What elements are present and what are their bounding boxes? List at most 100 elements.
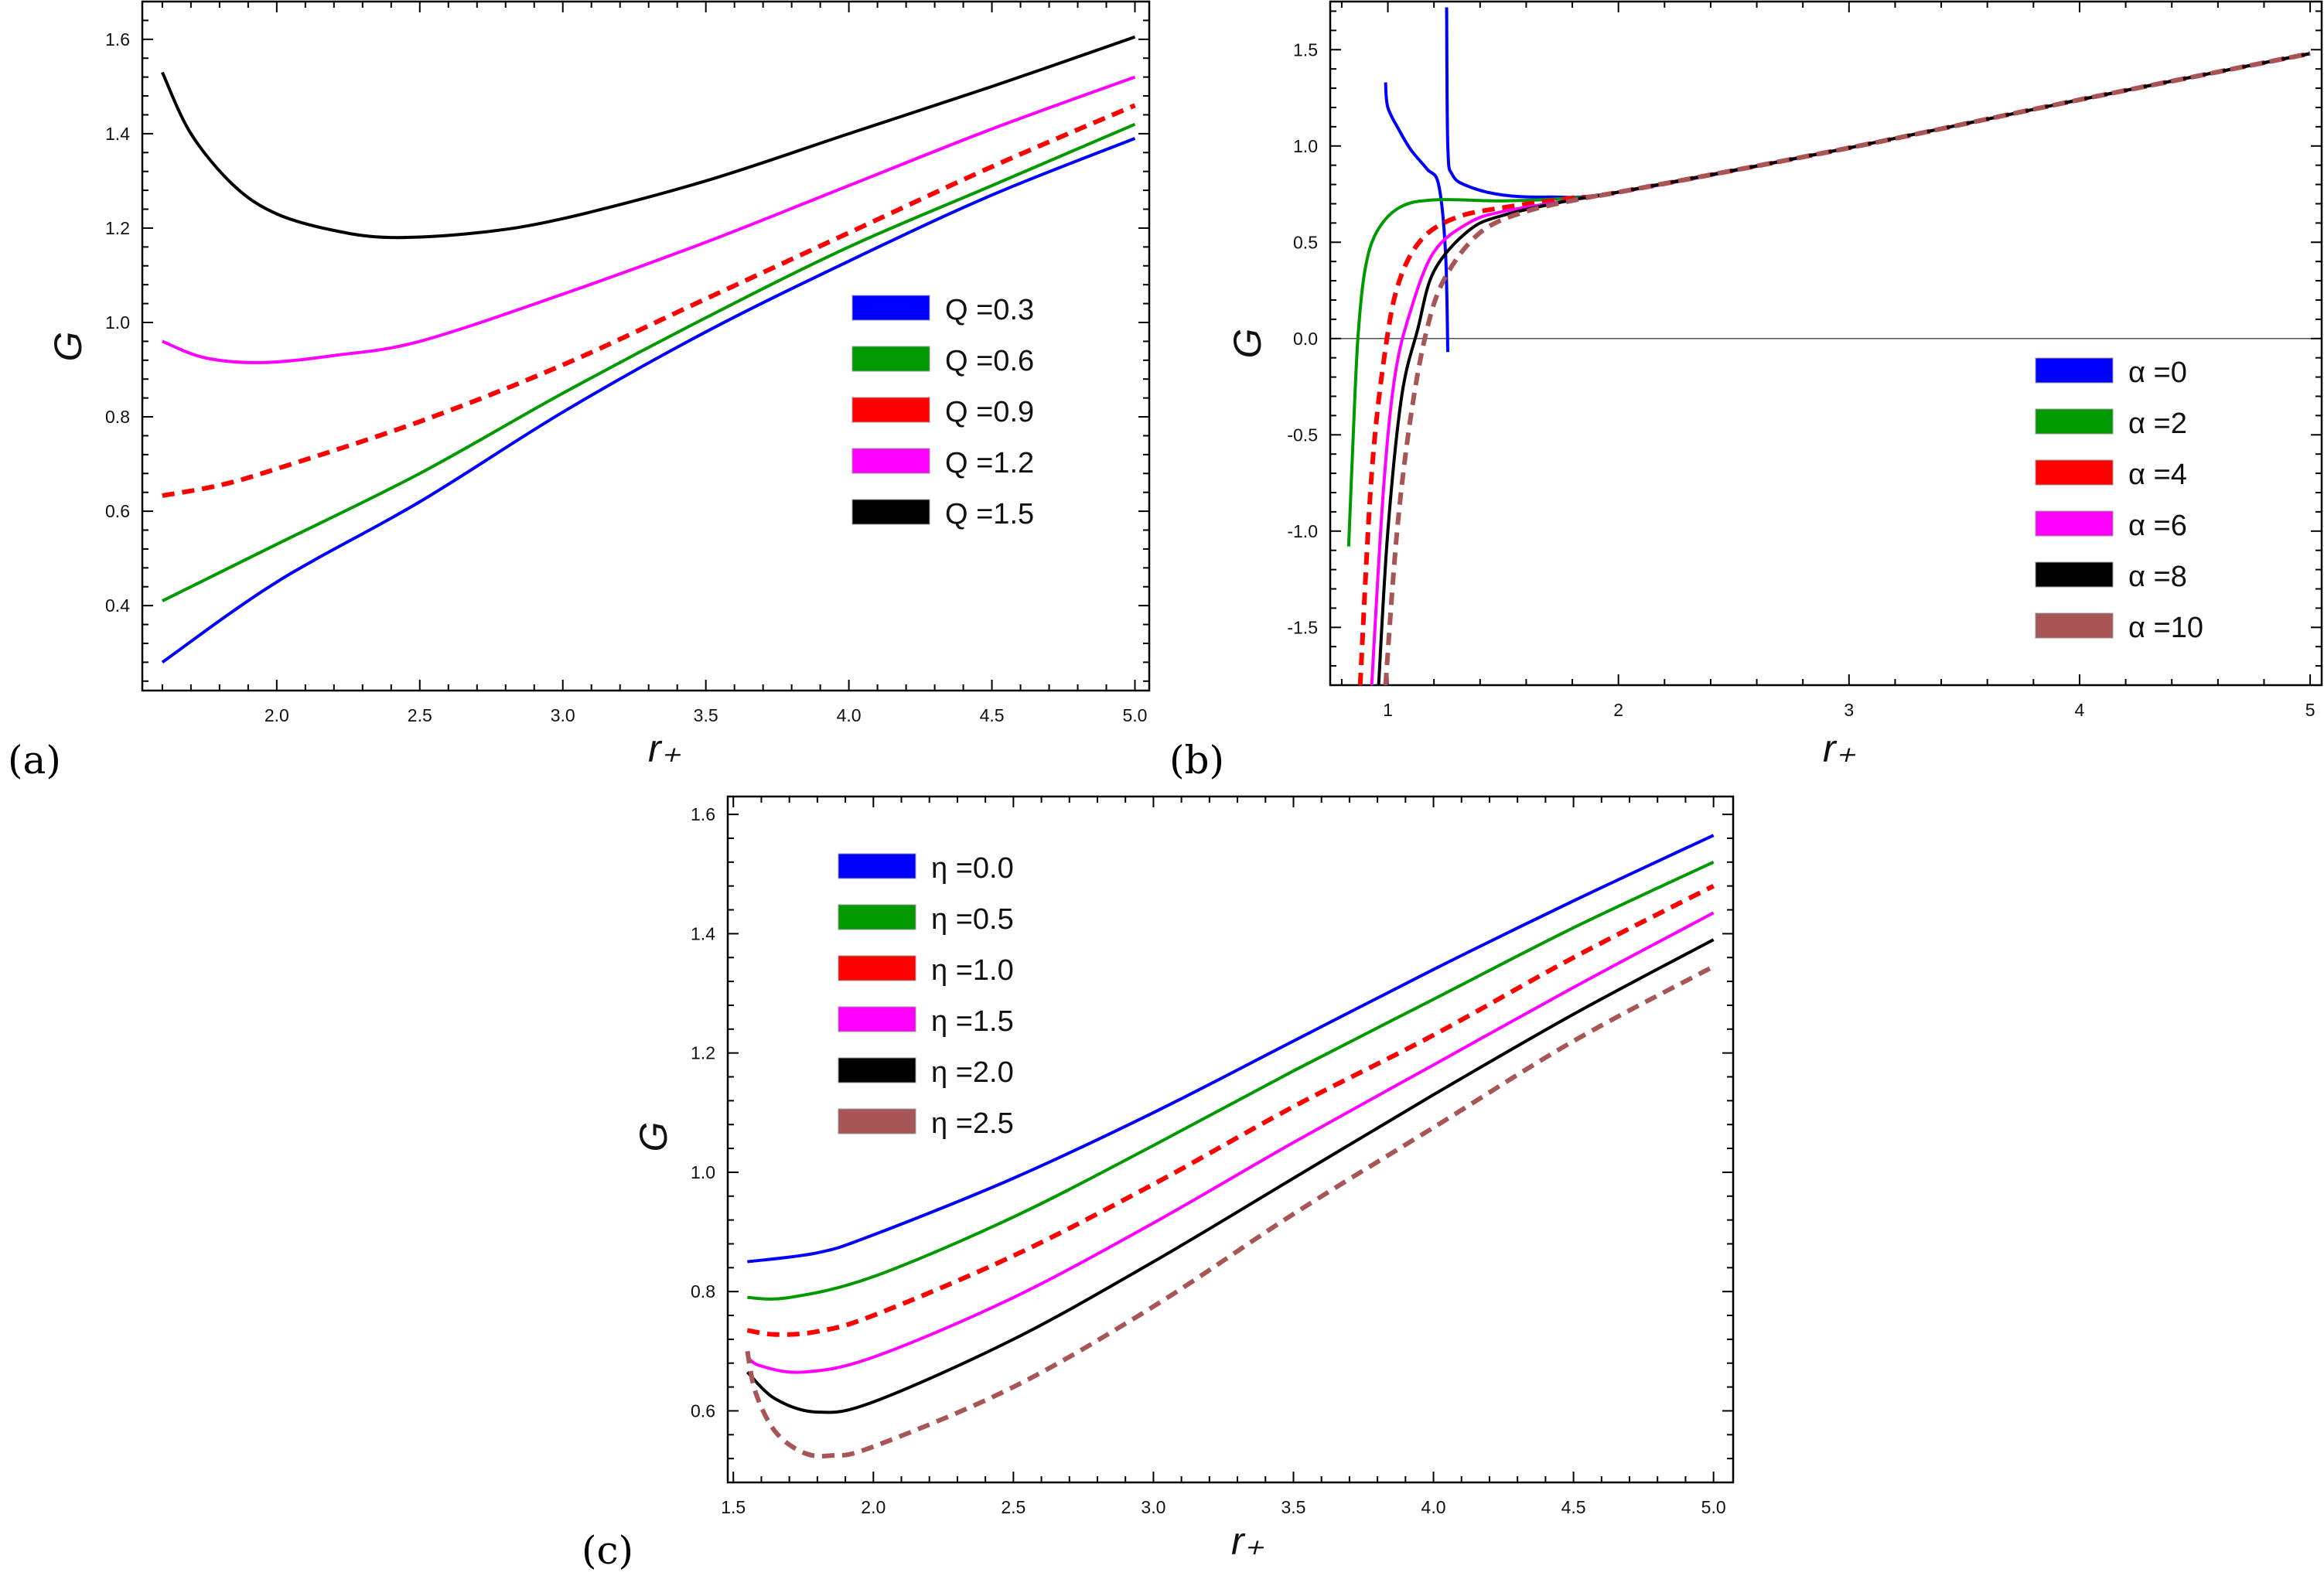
legend-label: η =1.5 (931, 1005, 1014, 1038)
series-line (162, 103, 1136, 498)
legend-swatch (838, 853, 916, 879)
x-tick-label: 4 (2075, 700, 2085, 720)
y-tick-label: 0.8 (691, 1281, 715, 1301)
panel-label: (a) (8, 738, 61, 783)
x-tick-label: 2.5 (408, 705, 432, 725)
y-axis-label: G (632, 1122, 675, 1152)
series-line (161, 35, 1136, 240)
legend-swatch (2035, 561, 2114, 588)
series-line (747, 861, 1715, 1301)
y-tick-label: 1.0 (105, 312, 130, 333)
legend-label: Q =1.2 (945, 447, 1034, 479)
legend-swatch (2035, 357, 2114, 384)
y-tick-label: -0.5 (1287, 425, 1318, 445)
legend-label: Q =1.5 (945, 498, 1034, 530)
legend-label: α =0 (2128, 356, 2187, 389)
chart-panel-b: (b) 1 2 3 4 5 -1.5 -1.0 -0.5 0.0 0.5 1.0 1.5 r₊ Gα =0 α… (1169, 0, 2323, 783)
y-tick-label: 1.5 (1293, 39, 1318, 60)
series-line (1384, 82, 1450, 353)
y-tick-label: 1.0 (1293, 136, 1318, 156)
x-tick-label: 4.5 (1561, 1497, 1586, 1517)
legend-swatch (2035, 408, 2114, 435)
y-tick-label: 1.6 (105, 29, 130, 49)
plot-frame (141, 0, 1151, 692)
legend-swatch (851, 397, 930, 423)
x-tick-label: 2.5 (1001, 1497, 1025, 1517)
plot-frame (1329, 0, 2323, 687)
x-tick-label: 3.0 (551, 705, 575, 725)
x-tick-label: 5 (2305, 700, 2315, 720)
x-tick-label: 2.0 (861, 1497, 886, 1517)
x-tick-label: 4.5 (980, 705, 1005, 725)
legend-label: Q =0.6 (945, 345, 1034, 377)
legend-label: η =2.0 (931, 1056, 1014, 1089)
y-tick-label: 1.4 (691, 923, 715, 943)
x-tick-label: 4.0 (837, 705, 862, 725)
series-line (745, 964, 1715, 1458)
series-line (1445, 7, 2311, 200)
plot-frame (726, 795, 1735, 1484)
x-tick-label: 1.5 (721, 1497, 746, 1517)
y-axis-label: G (1226, 329, 1269, 359)
legend-label: α =2 (2128, 408, 2187, 440)
legend-label: α =6 (2128, 510, 2187, 542)
x-tick-label: 2.0 (264, 705, 289, 725)
y-tick-label: 0.8 (105, 407, 130, 427)
legend-swatch (838, 1057, 916, 1083)
x-axis-label: r₊ (648, 727, 681, 770)
y-tick-label: 0.6 (691, 1400, 715, 1421)
series-line (746, 938, 1715, 1414)
series-line (161, 137, 1136, 664)
y-tick-label: -1.5 (1287, 617, 1318, 637)
series-line (1383, 51, 2311, 685)
series-line (162, 122, 1136, 602)
legend-label: η =1.0 (931, 954, 1014, 987)
panel-label: (b) (1169, 738, 1224, 783)
x-tick-label: 1 (1383, 700, 1393, 720)
legend-label: Q =0.3 (945, 294, 1034, 326)
y-tick-label: 0.6 (105, 501, 130, 521)
x-tick-label: 3.5 (694, 705, 718, 725)
legend-label: η =0.5 (931, 903, 1014, 936)
legend-label: α =10 (2128, 612, 2203, 644)
legend-swatch (838, 904, 916, 930)
y-tick-label: 0.4 (105, 595, 130, 616)
legend-swatch (2035, 459, 2114, 486)
y-tick-label: -1.0 (1287, 521, 1318, 541)
legend-swatch (838, 1006, 916, 1032)
x-tick-label: 5.0 (1123, 705, 1148, 725)
legend-label: η =0.0 (931, 852, 1014, 885)
y-tick-label: 1.0 (691, 1162, 715, 1182)
y-axis-label: G (46, 332, 90, 362)
series-line (746, 911, 1715, 1374)
legend-label: α =8 (2128, 561, 2187, 593)
legend-swatch (2035, 510, 2114, 537)
y-tick-label: 0.0 (1293, 329, 1318, 349)
chart-panel-c: (c) 1.5 2.0 2.5 3.0 3.5 4.0 4.5 5.0 0.6 0.8 1.0 1.2 1… (582, 795, 1735, 1573)
legend-swatch (838, 955, 916, 981)
legend-swatch (838, 1108, 916, 1134)
x-tick-label: 3.5 (1281, 1497, 1305, 1517)
y-tick-label: 1.4 (105, 124, 130, 144)
y-tick-label: 1.6 (691, 804, 715, 824)
x-axis-label: r₊ (1823, 727, 1856, 770)
legend-swatch (851, 499, 930, 525)
x-tick-label: 3 (1844, 700, 1854, 720)
legend-swatch (851, 295, 930, 321)
y-tick-label: 1.2 (105, 218, 130, 238)
x-tick-label: 5.0 (1701, 1497, 1726, 1517)
y-tick-label: 0.5 (1293, 232, 1318, 252)
x-axis-label: r₊ (1231, 1520, 1264, 1563)
y-tick-label: 1.2 (691, 1043, 715, 1063)
series-line (746, 884, 1715, 1337)
legend-swatch (851, 448, 930, 474)
series-line (162, 75, 1136, 364)
series-line (747, 834, 1715, 1264)
chart-panel-a: (a) 2.0 2.5 3.0 3.5 4.0 4.5 5.0 0.4 0.6 0.8 1.0 1.2 1… (8, 0, 1151, 783)
legend-label: α =4 (2128, 459, 2187, 491)
x-tick-label: 2 (1613, 700, 1623, 720)
legend-label: Q =0.9 (945, 396, 1034, 428)
legend-label: η =2.5 (931, 1107, 1014, 1140)
legend-swatch (2035, 612, 2114, 639)
